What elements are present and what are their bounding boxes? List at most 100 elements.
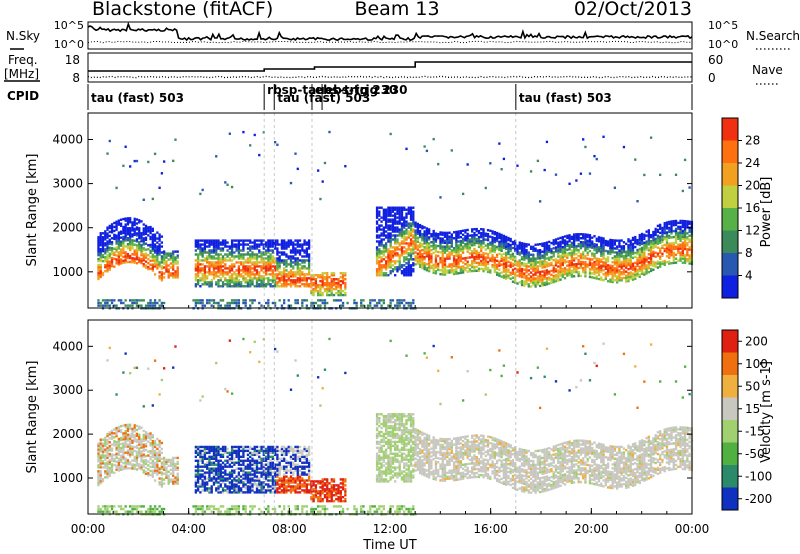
power-cell: [319, 279, 322, 283]
power-cell: [561, 259, 564, 263]
power-cell: [672, 259, 675, 263]
power-cell: [523, 244, 526, 248]
power-cell: [396, 252, 399, 255]
velocity-cell: [153, 479, 157, 482]
power-cell: [323, 281, 327, 285]
power-cell: [665, 249, 669, 252]
power-cell: [228, 251, 231, 254]
power-cell: [303, 261, 306, 264]
power-cell: [99, 259, 102, 263]
power-cell: [226, 255, 229, 258]
power-cell: [647, 253, 651, 256]
velocity-cell: [135, 460, 139, 463]
power-cell: [262, 261, 265, 264]
velocity-cell: [126, 435, 130, 438]
power-cell: [310, 304, 313, 307]
power-cell: [210, 263, 213, 266]
power-cell: [484, 264, 487, 267]
power-cell: [611, 276, 614, 280]
power-cell: [133, 299, 136, 302]
power-cell: [588, 269, 592, 273]
power-cell: [119, 254, 123, 257]
power-cell: [160, 241, 164, 244]
power-cell: [652, 232, 655, 236]
power-cell: [518, 265, 521, 268]
power-cell: [688, 238, 691, 241]
power-cell: [405, 238, 408, 241]
power-cell: [428, 265, 431, 269]
power-cell: [394, 234, 397, 237]
power-cell: [242, 301, 245, 305]
power-cell: [375, 250, 379, 253]
power-cell: [575, 268, 578, 272]
power-cell: [455, 238, 458, 242]
power-cell: [606, 258, 610, 261]
power-cell: [244, 267, 247, 270]
power-cell: [142, 247, 145, 250]
power-cell: [514, 259, 517, 263]
power-cell: [124, 235, 127, 238]
power-cell: [511, 270, 515, 274]
power-cell: [133, 243, 136, 246]
power-cell: [233, 245, 236, 248]
power-cell: [142, 227, 145, 230]
power-cell: [455, 244, 458, 248]
power-cell: [455, 246, 458, 250]
power-cell: [575, 179, 578, 182]
power-cell: [430, 258, 433, 262]
power-cell: [412, 250, 415, 253]
power-cell: [466, 240, 469, 244]
power-cell: [534, 243, 537, 246]
power-cell: [491, 256, 494, 259]
velocity-cell: [142, 449, 145, 452]
power-cell: [686, 257, 689, 261]
power-cell: [398, 228, 401, 231]
power-cell: [416, 240, 419, 243]
power-cell: [430, 241, 433, 244]
power-cell: [471, 236, 474, 239]
power-cell: [403, 208, 406, 211]
power-cell: [409, 272, 413, 275]
power-cell: [276, 243, 279, 246]
power-cell: [520, 250, 524, 253]
velocity-cell: [158, 467, 161, 470]
power-cell: [117, 299, 120, 302]
power-cell: [606, 242, 610, 245]
power-cell: [627, 273, 630, 277]
power-cell: [443, 247, 447, 250]
power-cell: [122, 229, 125, 233]
velocity-cell: [122, 446, 125, 449]
power-cell: [459, 235, 463, 239]
power-cell: [425, 239, 429, 242]
power-cell: [208, 265, 211, 268]
power-cell: [305, 273, 308, 276]
power-cell: [97, 304, 100, 307]
power-cell: [538, 276, 542, 280]
power-cell: [140, 238, 143, 241]
power-cell: [378, 256, 381, 259]
power-cell: [124, 233, 127, 236]
power-cell: [301, 255, 304, 258]
power-cell: [271, 279, 275, 282]
power-cell: [409, 301, 413, 305]
power-cell: [514, 275, 517, 278]
power-cell: [267, 245, 270, 248]
power-cell: [106, 266, 109, 269]
power-cell: [683, 239, 687, 243]
power-cell: [464, 256, 467, 260]
velocity-cell: [160, 447, 164, 451]
power-cell: [264, 243, 268, 246]
power-cell: [108, 226, 111, 230]
power-cell: [328, 285, 331, 289]
power-cell: [298, 253, 302, 256]
power-cell: [206, 283, 209, 286]
power-cell: [387, 250, 390, 253]
power-cell: [541, 256, 544, 259]
power-cell: [319, 283, 322, 287]
power-cell: [208, 251, 211, 254]
power-cell: [683, 245, 687, 249]
power-cell: [307, 239, 311, 242]
velocity-cell: [153, 359, 157, 362]
power-cell: [292, 283, 295, 286]
power-cell: [400, 248, 404, 251]
